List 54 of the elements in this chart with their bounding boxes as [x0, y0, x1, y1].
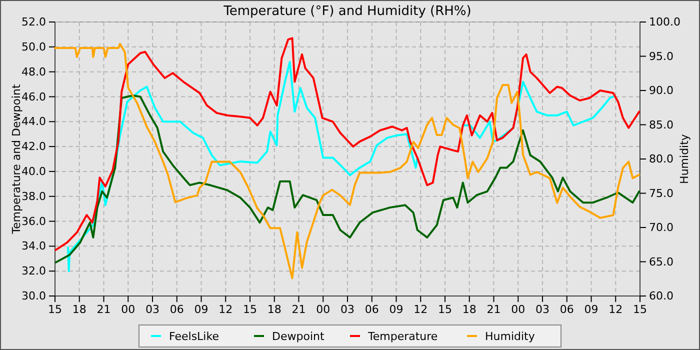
- y2-axis-title: Humidity: [678, 134, 691, 184]
- x-tick-label: 21: [292, 302, 306, 316]
- x-tick-label: 09: [584, 302, 598, 316]
- y-tick-label: 36.0: [22, 214, 46, 228]
- y-tick-label: 30.0: [22, 290, 46, 303]
- y-tick-label: 50.0: [22, 40, 46, 54]
- x-tick-label: 15: [243, 302, 257, 316]
- x-tick-label: 09: [389, 302, 404, 316]
- x-tick-label: 00: [511, 302, 526, 316]
- x-tick-label: 03: [536, 302, 550, 316]
- x-tick-label: 18: [72, 302, 86, 316]
- y-tick-label: 46.0: [22, 90, 46, 104]
- y-axis-title: Temperature and Dewpoint: [10, 83, 23, 235]
- x-tick-label: 00: [121, 302, 136, 316]
- y-tick-label: 32.0: [22, 264, 46, 278]
- x-tick-label: 15: [48, 302, 62, 316]
- x-tick-label: 00: [316, 302, 330, 316]
- x-tick-label: 06: [560, 302, 574, 316]
- y2-tick-label: 80.0: [649, 152, 674, 166]
- y-tick-label: 34.0: [22, 240, 46, 253]
- y2-tick-label: 95.0: [649, 50, 674, 63]
- chart-title: Temperature (°F) and Humidity (RH%): [222, 4, 472, 19]
- legend-label: FeelsLike: [169, 330, 220, 343]
- y-tick-label: 52.0: [22, 16, 46, 29]
- y-tick-label: 42.0: [22, 140, 46, 154]
- y-tick-label: 40.0: [22, 164, 46, 178]
- x-tick-label: 03: [340, 302, 354, 316]
- x-tick-label: 21: [486, 302, 501, 316]
- x-tick-label: 18: [462, 302, 476, 316]
- x-tick-label: 21: [96, 302, 111, 316]
- x-tick-label: 18: [267, 302, 282, 316]
- y-tick-label: 48.0: [22, 65, 46, 78]
- y2-tick-label: 70.0: [649, 221, 674, 234]
- x-tick-label: 12: [414, 302, 428, 316]
- y2-tick-label: 85.0: [649, 118, 674, 132]
- x-tick-label: 06: [170, 302, 184, 316]
- y2-tick-label: 60.0: [649, 290, 674, 303]
- y-tick-label: 44.0: [22, 115, 46, 128]
- line-series: [54, 94, 640, 264]
- x-tick-label: 15: [438, 302, 452, 316]
- x-tick-label: 15: [633, 302, 647, 316]
- x-tick-label: 09: [194, 302, 208, 316]
- legend-label: Dewpoint: [272, 330, 325, 343]
- legend-label: Temperature: [367, 330, 438, 343]
- y2-tick-label: 75.0: [649, 186, 674, 200]
- legend-label: Humidity: [485, 330, 536, 343]
- x-tick-label: 12: [218, 302, 233, 316]
- y2-tick-label: 90.0: [649, 84, 674, 98]
- y2-tick-label: 65.0: [649, 255, 674, 268]
- y2-tick-label: 100.0: [649, 16, 680, 29]
- y-tick-label: 38.0: [22, 190, 46, 203]
- x-tick-label: 12: [608, 302, 623, 316]
- x-tick-label: 03: [146, 302, 160, 316]
- x-tick-label: 06: [364, 302, 379, 316]
